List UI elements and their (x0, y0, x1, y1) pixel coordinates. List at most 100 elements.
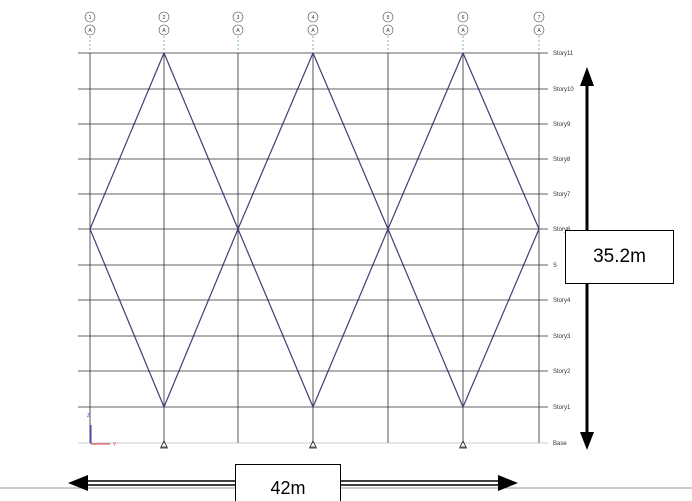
story-label: Base (553, 441, 567, 447)
grid-id-label: 3 (237, 15, 240, 21)
brace-line (89, 228, 165, 408)
brace-joint (477, 88, 480, 90)
brace-joint (372, 193, 374, 195)
story-label: Story11 (553, 51, 574, 57)
grid-axis-label: A (461, 28, 465, 34)
height-dimension-label: 35.2m (565, 230, 674, 284)
brace-joint (522, 264, 525, 266)
diagonal-braces (89, 52, 540, 408)
brace-line (387, 52, 464, 230)
grid-bubble (84, 24, 96, 36)
story-label: S (553, 263, 557, 269)
supports (160, 440, 467, 449)
grid-bubble (307, 24, 319, 36)
brace-line (312, 228, 389, 408)
grid-marker-6: 6A (457, 11, 469, 52)
brace-joint (416, 158, 419, 160)
brace-line (462, 52, 540, 230)
story-label: Story8 (553, 157, 571, 163)
grid-bubble (84, 11, 96, 23)
grid-bubble (307, 11, 319, 23)
story-labels: Story11 Story10 Story9 Story8 Story7 Story6 S S… (553, 51, 574, 447)
brace-line (237, 228, 314, 408)
brace-joint (327, 370, 330, 372)
brace-joint (178, 370, 180, 372)
brace-line (163, 228, 239, 408)
brace-joint (327, 88, 330, 90)
y-axis-label: Y (113, 442, 117, 448)
grid-axis-label: A (88, 28, 92, 34)
grid-id-label: 4 (312, 15, 315, 21)
story-label: Story1 (553, 405, 571, 411)
grid-id-label: 6 (462, 15, 465, 21)
grid-id-label: 1 (89, 15, 92, 21)
brace-joint (431, 123, 434, 125)
grid-bubble (382, 24, 394, 36)
grid-marker-3: 3A (232, 11, 244, 52)
arrow-up-icon (580, 67, 594, 86)
brace-joint (207, 158, 210, 160)
brace-joint (296, 370, 299, 372)
story-label: Story3 (553, 334, 571, 340)
brace-joint (147, 88, 150, 90)
brace-line (89, 52, 165, 230)
brace-joint (178, 88, 181, 90)
grid-bubble (232, 24, 244, 36)
brace-joint (492, 123, 495, 125)
pin-support-icon (160, 440, 168, 448)
brace-joint (207, 299, 210, 301)
brace-joint (222, 193, 225, 195)
brace-joint (118, 158, 121, 160)
brace-joint (477, 370, 480, 372)
brace-joint (432, 335, 434, 337)
brace-joint (192, 335, 195, 337)
pin-support-icon (459, 440, 467, 448)
grid-bubble (158, 11, 170, 23)
grid-bubble (533, 24, 545, 36)
brace-joint (103, 193, 106, 195)
arrow-right-icon (498, 475, 518, 491)
brace-joint (282, 335, 284, 337)
brace-joint (104, 264, 106, 266)
story-label: Story10 (553, 87, 574, 93)
brace-joint (266, 158, 269, 160)
brace-joint (446, 370, 449, 372)
brace-joint (402, 193, 404, 195)
brace-joint (252, 193, 254, 195)
width-dimension-label: 42m (235, 464, 341, 501)
grid-bubble (533, 11, 545, 23)
brace-line (163, 52, 239, 230)
brace-joint (402, 264, 405, 266)
brace-joint (281, 123, 284, 125)
story-label: Story9 (553, 122, 571, 128)
arrow-down-icon (580, 432, 594, 450)
brace-joint (222, 264, 224, 266)
brace-joint (296, 88, 299, 90)
grid-axis-label: A (386, 28, 390, 34)
brace-joint (342, 123, 345, 125)
story-label: Story7 (553, 192, 571, 198)
arrow-left-icon (68, 475, 88, 491)
brace-joint (371, 264, 374, 266)
grid-marker-4: 4A (307, 11, 319, 52)
brace-line (462, 228, 540, 408)
grid-marker-7: 7A (533, 11, 545, 52)
brace-joint (148, 370, 150, 372)
grid-axis-label: A (162, 28, 166, 34)
grid-marker-5: 5A (382, 11, 394, 52)
brace-joint (417, 299, 419, 301)
z-axis-label: Z (87, 413, 90, 419)
brace-joint (267, 299, 269, 301)
grid-axis-label: A (537, 28, 541, 34)
brace-joint (446, 88, 449, 90)
brace-joint (357, 299, 359, 301)
grid-marker-1: 1A (84, 11, 96, 52)
frame-lines (78, 52, 548, 444)
brace-joint (118, 299, 121, 301)
brace-joint (492, 335, 495, 337)
brace-line (387, 228, 464, 408)
brace-joint (357, 158, 360, 160)
story-label: Story4 (553, 298, 571, 304)
